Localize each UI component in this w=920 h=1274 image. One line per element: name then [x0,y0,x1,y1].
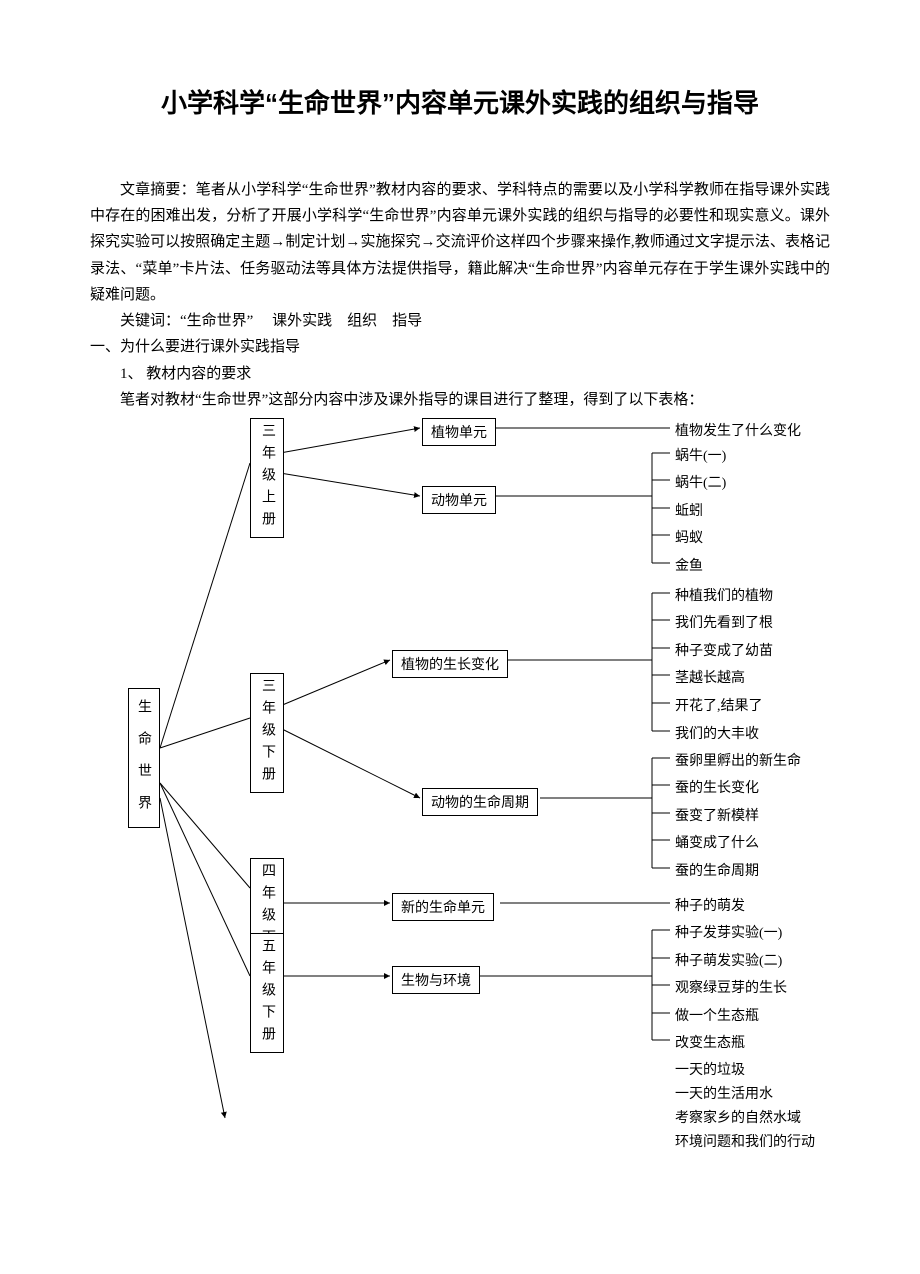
node-grade-5b: 五年级下册 [250,933,284,1053]
leaf-9: 种子变成了幼苗 [675,640,773,660]
leaf-15: 蚕变了新模样 [675,805,759,825]
leaf-17: 蚕的生命周期 [675,860,759,880]
leaf-22: 做一个生态瓶 [675,1005,759,1025]
leaf-19: 种子发芽实验(一) [675,922,782,942]
leaf-14: 蚕的生长变化 [675,777,759,797]
intro-para: 笔者对教材“生命世界”这部分内容中涉及课外指导的课目进行了整理，得到了以下表格： [90,387,830,413]
leaf-26: 考察家乡的自然水域 [675,1107,801,1127]
node-grade-3a: 三年级上册 [250,418,284,538]
leaf-25: 一天的生活用水 [675,1083,773,1103]
node-unit-plant-growth: 植物的生长变化 [392,650,508,678]
section-heading-1-1: 1、 教材内容的要求 [90,361,830,387]
leaf-27: 环境问题和我们的行动 [675,1131,815,1151]
node-unit-animal-cycle: 动物的生命周期 [422,788,538,816]
leaf-6: 金鱼 [675,555,703,575]
leaf-23: 改变生态瓶 [675,1032,745,1052]
abstract-text: 笔者从小学科学“生命世界”教材内容的要求、学科特点的需要以及小学科学教师在指导课… [90,182,830,303]
leaf-3: 蜗牛(二) [675,472,726,492]
leaf-8: 我们先看到了根 [675,612,773,632]
leaf-16: 蛹变成了什么 [675,832,759,852]
node-unit-animal: 动物单元 [422,486,496,514]
leaf-10: 茎越长越高 [675,667,745,687]
leaf-11: 开花了,结果了 [675,695,763,715]
leaf-2: 蜗牛(一) [675,445,726,465]
node-unit-newlife: 新的生命单元 [392,893,494,921]
abstract-para: 文章摘要：笔者从小学科学“生命世界”教材内容的要求、学科特点的需要以及小学科学教… [90,177,830,308]
leaf-4: 蚯蚓 [675,500,703,520]
leaf-20: 种子萌发实验(二) [675,950,782,970]
node-unit-bioenv: 生物与环境 [392,966,480,994]
page-title: 小学科学“生命世界”内容单元课外实践的组织与指导 [90,80,830,127]
node-root: 生命世界 [128,688,160,828]
abstract-label: 文章摘要： [120,182,196,198]
leaf-18: 种子的萌发 [675,895,745,915]
leaf-21: 观察绿豆芽的生长 [675,977,787,997]
node-unit-plant: 植物单元 [422,418,496,446]
leaf-1: 植物发生了什么变化 [675,420,801,440]
node-grade-3b: 三年级下册 [250,673,284,793]
leaf-7: 种植我们的植物 [675,585,773,605]
tree-diagram: 生命世界 三年级上册 三年级下册 四年级下册 五年级下册 植物单元 动物单元 植… [90,418,830,1138]
section-heading-1: 一、为什么要进行课外实践指导 [90,334,830,360]
leaf-12: 我们的大丰收 [675,723,759,743]
keywords: 关键词：“生命世界” 课外实践 组织 指导 [90,308,830,334]
leaf-13: 蚕卵里孵出的新生命 [675,750,801,770]
leaf-24: 一天的垃圾 [675,1059,745,1079]
leaf-5: 蚂蚁 [675,527,703,547]
